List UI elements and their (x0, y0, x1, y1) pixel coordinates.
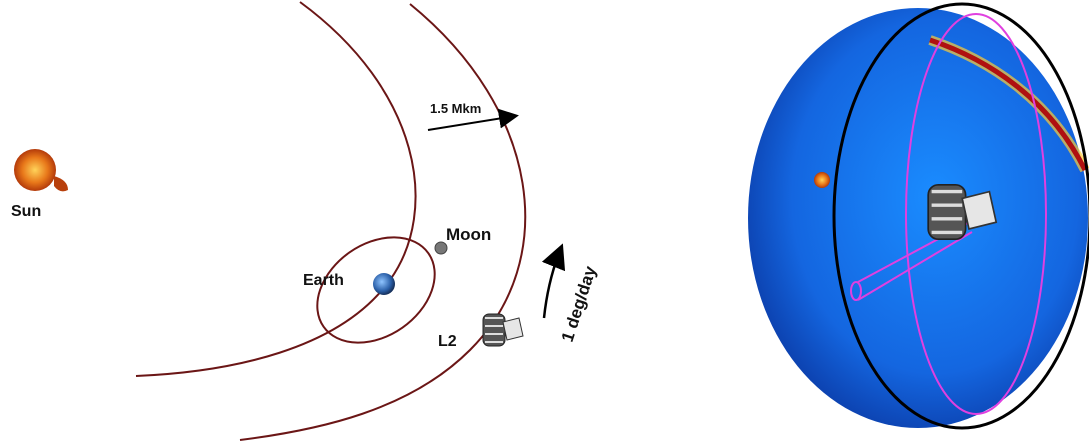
earth (373, 273, 395, 295)
spacecraft (483, 314, 523, 346)
earth-orbit (136, 2, 416, 376)
distance-arrow (428, 116, 515, 130)
sun-label: Sun (11, 203, 41, 220)
distance-label: 1.5 Mkm (430, 101, 481, 116)
rate-arrow (544, 248, 561, 318)
sun-flare (54, 176, 68, 191)
l2-label: L2 (438, 333, 457, 350)
l2-orbit (240, 4, 525, 440)
orbit-diagram: Sun 1.5 Mkm Earth Moon L2 1 deg/day (11, 2, 600, 440)
sky-sphere (748, 4, 1089, 428)
sun-small (814, 172, 830, 188)
sphere (748, 8, 1088, 428)
rate-label: 1 deg/day (558, 263, 600, 344)
diagram: Sun 1.5 Mkm Earth Moon L2 1 deg/day (0, 0, 1089, 445)
moon-label: Moon (446, 225, 491, 244)
sun (14, 149, 56, 191)
earth-label: Earth (303, 272, 344, 289)
